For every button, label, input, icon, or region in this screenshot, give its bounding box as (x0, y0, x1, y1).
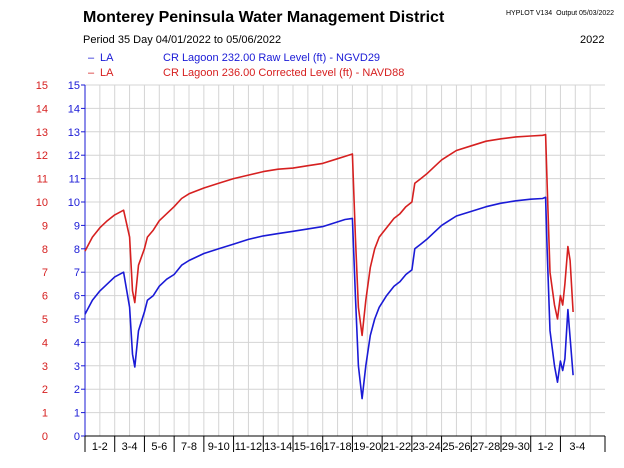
series-lines (84, 133, 574, 400)
legend-line-icon: – (88, 67, 95, 79)
x-tick-label: 17-18 (324, 441, 352, 453)
chart-title: Monterey Peninsula Water Management Dist… (83, 9, 445, 26)
y-left-tick-label: 13 (68, 127, 80, 139)
y-left-tick-label: 6 (74, 291, 80, 303)
x-tick-label: 25-26 (442, 441, 470, 453)
x-tick-label: 11-12 (235, 441, 262, 453)
x-tick-label: 23-24 (413, 441, 441, 453)
x-tick-label: 13-14 (264, 441, 292, 453)
y-right-tick-label: 1 (42, 408, 48, 420)
y-right-tick-label: 13 (36, 127, 48, 139)
legend-line-icon: – (88, 52, 95, 64)
output-date: Output 05/03/2022 (556, 10, 615, 17)
y-left-tick-label: 3 (74, 361, 80, 373)
y-right-tick-label: 6 (42, 291, 48, 303)
y-right-tick-label: 12 (36, 150, 48, 162)
series-line-raw-level (84, 196, 574, 400)
year-label: 2022 (580, 34, 605, 46)
legend-site: LA (100, 67, 114, 79)
y-left-tick-label: 1 (74, 408, 80, 420)
y-right-tick-label: 11 (37, 174, 48, 186)
x-tick-label: 21-22 (383, 441, 411, 453)
x-tick-label: 1-2 (92, 441, 108, 453)
y-left-tick-label: 4 (74, 337, 80, 349)
x-tick-label: 7-8 (181, 441, 197, 453)
legend-description: CR Lagoon 236.00 Corrected Level (ft) - … (163, 67, 405, 79)
x-tick-label: 19-20 (353, 441, 381, 453)
x-tick-label: 27-28 (472, 441, 500, 453)
y-left-tick-label: 9 (74, 220, 80, 232)
y-right-tick-label: 14 (36, 103, 48, 115)
x-tick-label: 15-16 (294, 441, 322, 453)
y-right-tick-label: 7 (42, 267, 48, 279)
x-tick-label: 29-30 (502, 441, 530, 453)
x-tick-label: 3-4 (122, 441, 138, 453)
y-right-tick-label: 8 (42, 244, 48, 256)
y-right-tick-label: 10 (36, 197, 48, 209)
x-tick-label: 3-4 (569, 441, 585, 453)
legend-site: LA (100, 52, 114, 64)
y-right-tick-label: 15 (36, 80, 48, 92)
y-left-tick-label: 12 (68, 150, 80, 162)
y-left-tick-label: 0 (74, 431, 80, 443)
y-right-tick-label: 0 (42, 431, 48, 443)
y-left-tick-label: 8 (74, 244, 80, 256)
y-right-tick-label: 3 (42, 361, 48, 373)
plot-frame (84, 85, 605, 437)
y-left-tick-label: 5 (74, 314, 80, 326)
program-version: HYPLOT V134 (506, 10, 553, 17)
grid-lines (85, 84, 605, 437)
y-left-tick-label: 7 (74, 267, 80, 279)
y-right-tick-label: 5 (42, 314, 48, 326)
y-right-tick-label: 9 (42, 220, 48, 232)
y-left-tick-label: 15 (68, 80, 80, 92)
x-tick-label: 5-6 (151, 441, 167, 453)
y-left-tick-label: 14 (68, 103, 80, 115)
x-tick-label: 1-2 (538, 441, 554, 453)
y-right-tick-label: 4 (42, 337, 48, 349)
y-left-tick-label: 10 (68, 197, 80, 209)
y-right-tick-label: 2 (42, 384, 48, 396)
x-axis: 1-2 3-4 5-6 7-8 9-10 11-12 13-14 15-16 17-18 19-2… (84, 436, 606, 453)
series-line-corrected-level (84, 133, 574, 337)
y-left-tick-label: 11 (69, 174, 80, 186)
x-tick-label: 9-10 (208, 441, 230, 453)
legend-description: CR Lagoon 232.00 Raw Level (ft) - NGVD29 (163, 52, 381, 64)
period-label: Period 35 Day 04/01/2022 to 05/06/2022 (83, 34, 282, 46)
program-info: HYPLOT V134 Output 05/03/2022 (506, 10, 614, 17)
y-left-tick-label: 2 (74, 384, 80, 396)
